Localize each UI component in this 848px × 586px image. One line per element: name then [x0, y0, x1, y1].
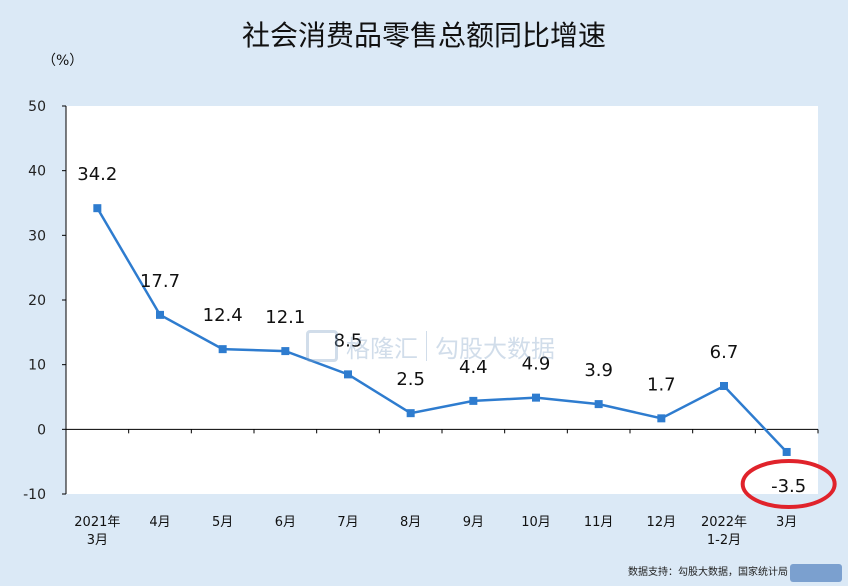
y-tick-label: 10 — [28, 358, 46, 374]
data-point — [657, 414, 666, 423]
y-axis-unit: （%） — [42, 53, 84, 69]
x-tick-label: 11月 — [584, 515, 614, 530]
data-point — [594, 400, 603, 409]
x-tick-label: 10月 — [521, 515, 551, 530]
y-tick-label: 50 — [28, 99, 46, 115]
watermark-divider — [426, 331, 427, 361]
x-tick-label: 2022年 1-2月 — [701, 515, 747, 548]
series-line — [96, 207, 788, 453]
data-label: 4.9 — [522, 354, 551, 375]
data-point — [344, 370, 352, 379]
y-tick-label: 0 — [37, 422, 46, 438]
x-tick-label: 12月 — [647, 515, 677, 530]
x-tick-label: 3月 — [776, 515, 797, 530]
data-label: 17.7 — [140, 271, 180, 292]
data-label: 12.4 — [203, 305, 243, 326]
data-label: 8.5 — [334, 330, 363, 351]
data-point — [406, 409, 415, 418]
data-point — [93, 204, 102, 213]
watermark-logo-icon — [306, 330, 338, 362]
data-point — [782, 447, 791, 456]
watermark: 格隆汇 勾股大数据 — [306, 326, 576, 366]
data-label: 1.7 — [647, 374, 676, 395]
y-tick-label: 30 — [28, 228, 46, 244]
highlight-ellipse — [740, 458, 837, 509]
y-tick-label: 20 — [28, 293, 46, 309]
x-tick-label: 7月 — [337, 515, 358, 530]
x-tick-label: 6月 — [275, 515, 296, 530]
y-tick-label: 40 — [28, 164, 46, 180]
watermark-brand-2: 勾股大数据 — [435, 334, 555, 363]
x-tick-label: 5月 — [212, 515, 233, 530]
y-tick-label: -10 — [23, 487, 46, 503]
data-label: 34.2 — [77, 164, 117, 185]
x-tick-label: 2021年 3月 — [74, 515, 120, 548]
data-label: 3.9 — [584, 360, 613, 381]
data-point — [156, 310, 164, 319]
data-point — [281, 347, 290, 356]
data-point — [469, 396, 478, 405]
chart-title: 社会消费品零售总额同比增速 — [241, 19, 606, 52]
corner-logo-icon — [790, 564, 842, 582]
data-point — [532, 393, 540, 402]
data-label: 4.4 — [459, 357, 488, 378]
data-label: 2.5 — [396, 369, 425, 390]
watermark-brand-1: 格隆汇 — [346, 334, 418, 363]
source-note: 数据支持：勾股大数据，国家统计局 — [628, 567, 788, 578]
data-label: 6.7 — [710, 342, 739, 363]
data-label: -3.5 — [771, 476, 806, 497]
data-point — [218, 345, 227, 354]
data-point — [720, 382, 728, 391]
plot-area — [66, 106, 818, 494]
x-tick-label: 9月 — [463, 515, 484, 530]
x-tick-label: 8月 — [400, 515, 421, 530]
data-label: 12.1 — [265, 307, 305, 328]
x-tick-label: 4月 — [149, 515, 170, 530]
